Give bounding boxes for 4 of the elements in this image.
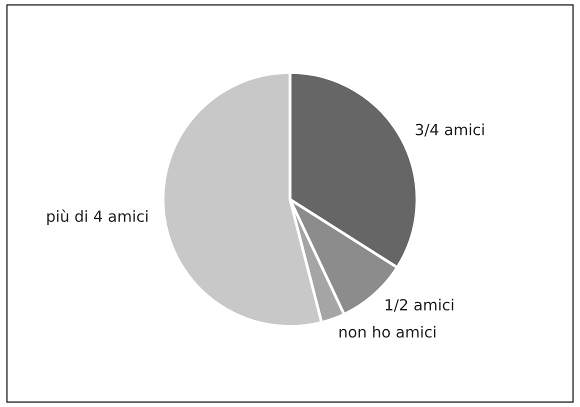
slice-label: 1/2 amici <box>386 298 454 312</box>
slice-label: più di 4 amici <box>47 210 148 225</box>
slice-label: non ho amici <box>340 326 436 338</box>
slice-label: 3/4 amici <box>416 124 484 137</box>
